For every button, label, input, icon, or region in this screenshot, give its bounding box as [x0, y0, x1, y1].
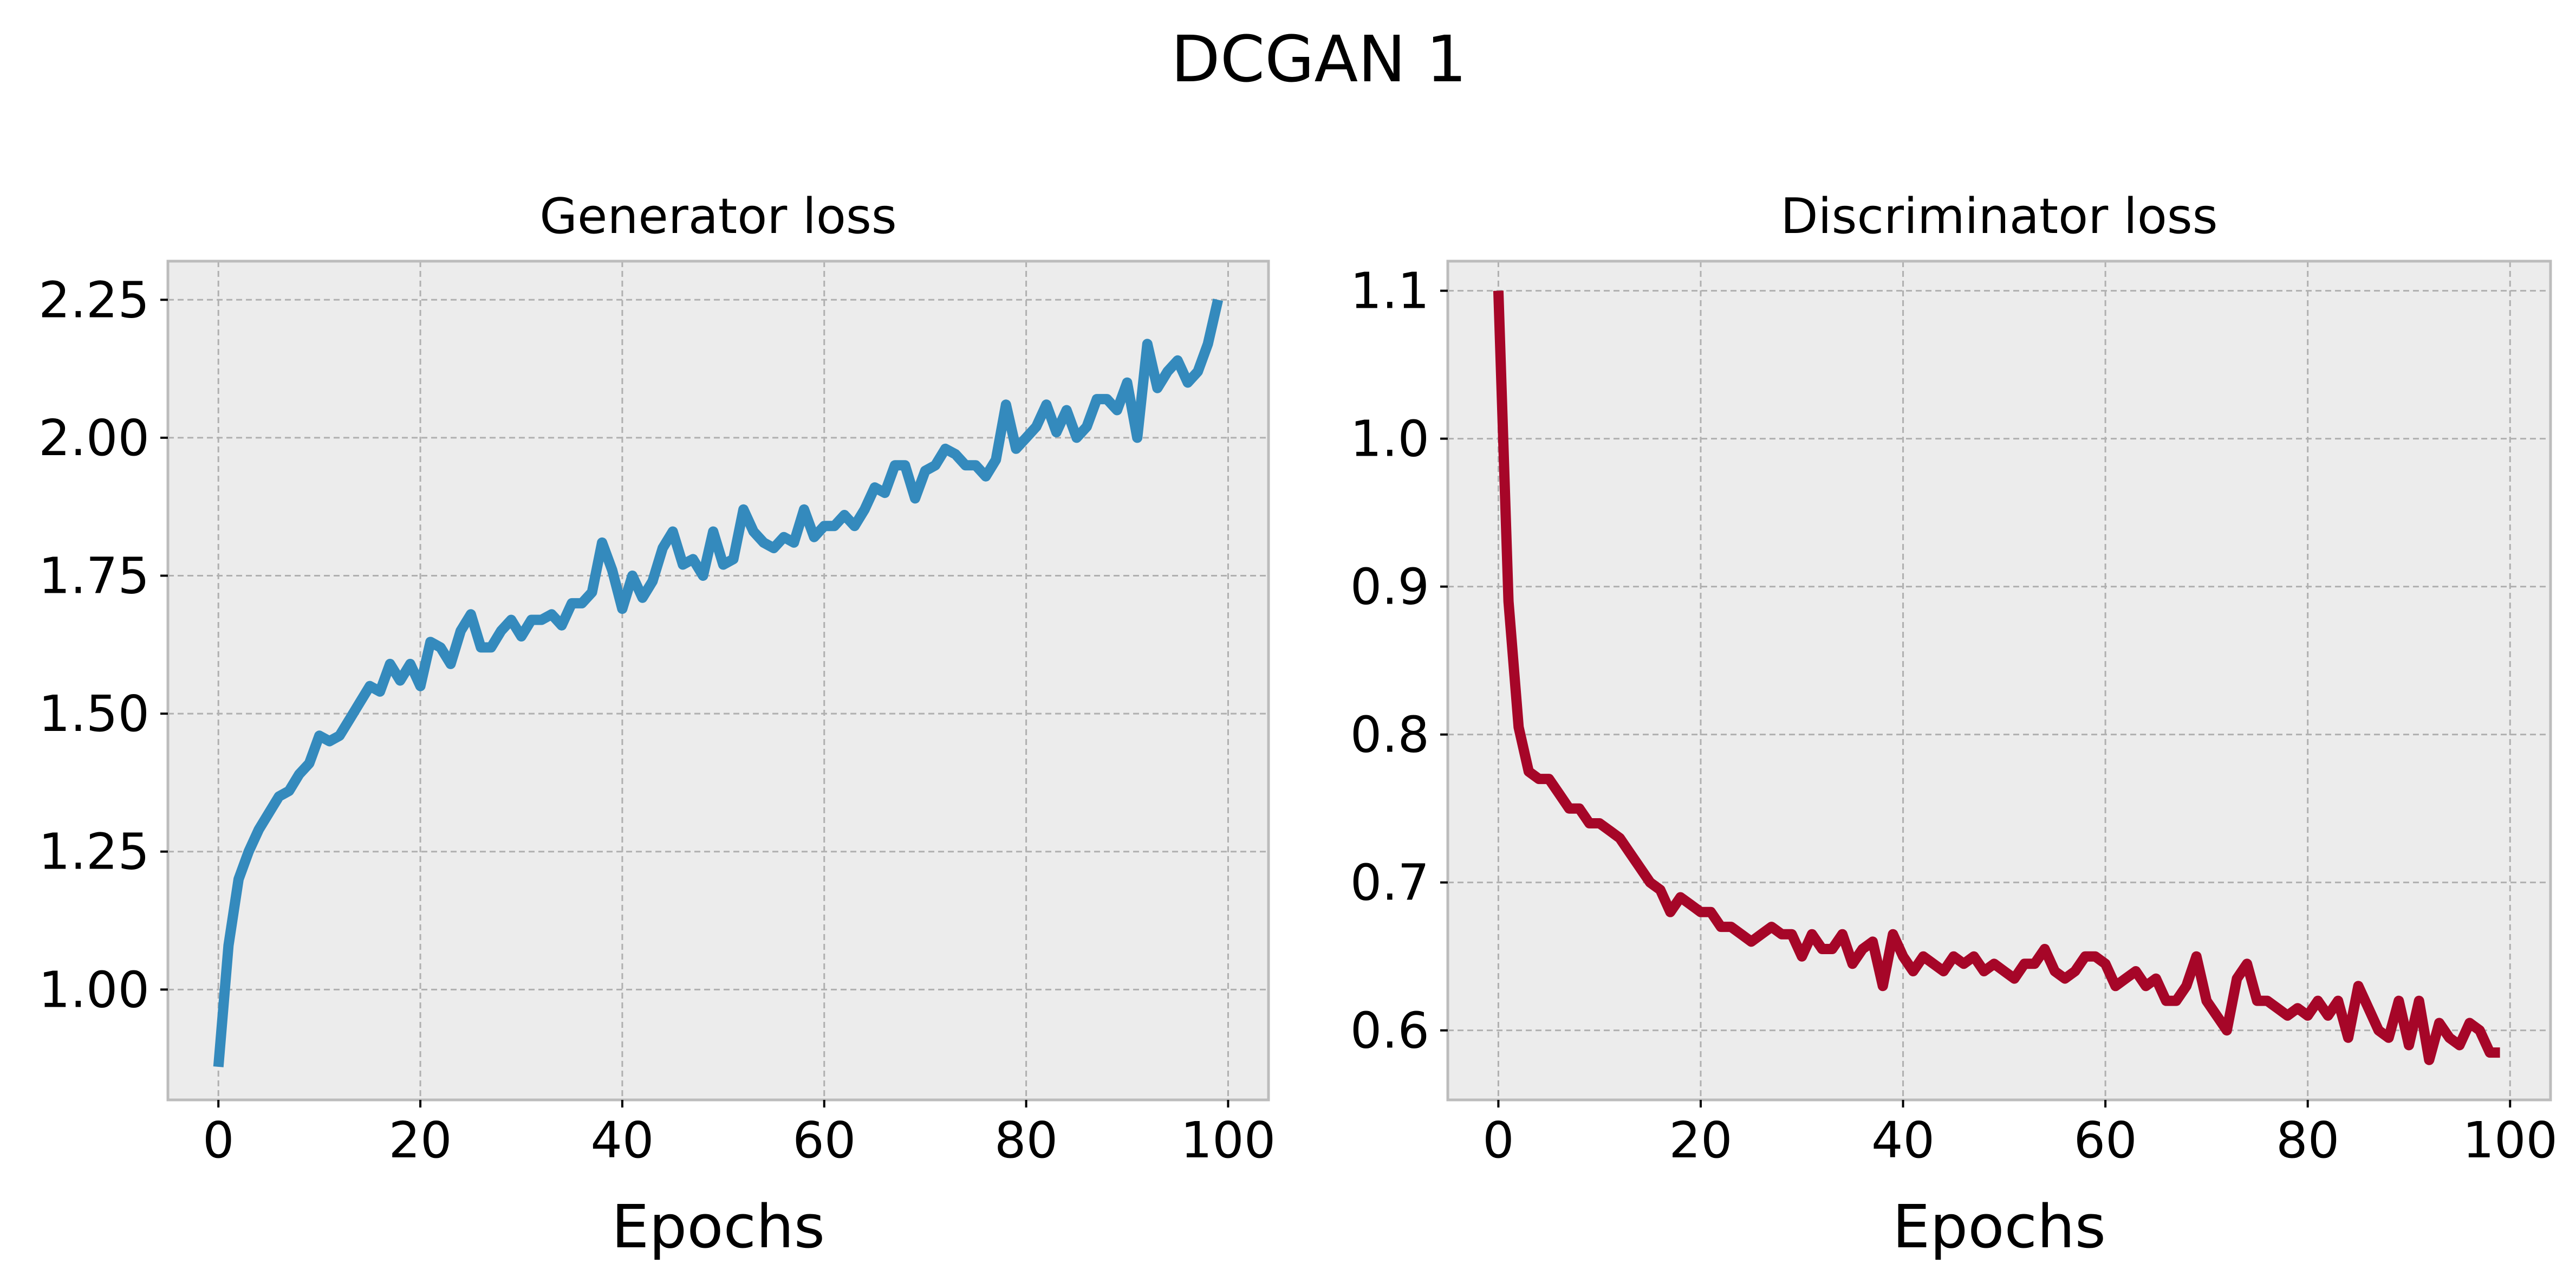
discriminator-x-axis-label: Epochs	[1892, 1192, 2106, 1261]
generator-x-tick-label: 0	[203, 1111, 235, 1169]
discriminator-loss-line	[1493, 290, 2500, 1065]
discriminator-x-tick-label: 100	[2462, 1111, 2558, 1169]
discriminator-y-tick-label: 1.1	[1350, 262, 1429, 320]
discriminator-y-tick-label: 0.8	[1350, 706, 1429, 764]
generator-x-axis-label: Epochs	[612, 1192, 825, 1261]
discriminator-panel-title: Discriminator loss	[1780, 188, 2217, 245]
generator-x-tick-label: 60	[792, 1111, 856, 1169]
generator-x-tick-label: 20	[389, 1111, 452, 1169]
generator-y-tick-label: 2.00	[38, 409, 149, 467]
generator-plot-area	[168, 261, 1269, 1100]
generator-y-tick-label: 1.50	[38, 685, 149, 743]
generator-plot-frame	[166, 260, 1270, 1102]
discriminator-loss-panel: 0 20 40 60 80 100 0.6 0.7 0.8 0.9 1.0 1.1 Discrimina…	[1350, 188, 2558, 1261]
discriminator-x-tick-label: 60	[2074, 1111, 2137, 1169]
discriminator-plot-area	[1448, 261, 2551, 1100]
generator-loss-panel: 0 20 40 60 80 100 1.00 1.25 1.50 1.75 2.00 2.25 Gene…	[38, 188, 1276, 1261]
figure-title: DCGAN 1	[1171, 22, 1467, 96]
discriminator-plot-frame	[1446, 260, 2552, 1102]
discriminator-y-tick-label: 0.7	[1350, 854, 1429, 912]
discriminator-y-tick-label: 0.9	[1350, 558, 1429, 616]
generator-y-tick-label: 1.25	[38, 823, 149, 881]
generator-x-tick-label: 100	[1181, 1111, 1276, 1169]
discriminator-x-tick-label: 40	[1871, 1111, 1935, 1169]
generator-x-tick-label: 80	[994, 1111, 1058, 1169]
discriminator-y-tick-label: 0.6	[1350, 1002, 1429, 1060]
generator-y-tick-label: 2.25	[38, 271, 149, 329]
generator-loss-line	[213, 299, 1224, 1067]
generator-panel-title: Generator loss	[539, 188, 897, 245]
discriminator-y-tick-label: 1.0	[1350, 410, 1429, 468]
generator-y-tick-label: 1.75	[38, 547, 149, 605]
discriminator-x-tick-label: 20	[1669, 1111, 1732, 1169]
generator-x-tick-label: 40	[590, 1111, 654, 1169]
generator-y-tick-label: 1.00	[38, 961, 149, 1019]
discriminator-x-tick-label: 0	[1482, 1111, 1514, 1169]
discriminator-x-tick-label: 80	[2276, 1111, 2339, 1169]
